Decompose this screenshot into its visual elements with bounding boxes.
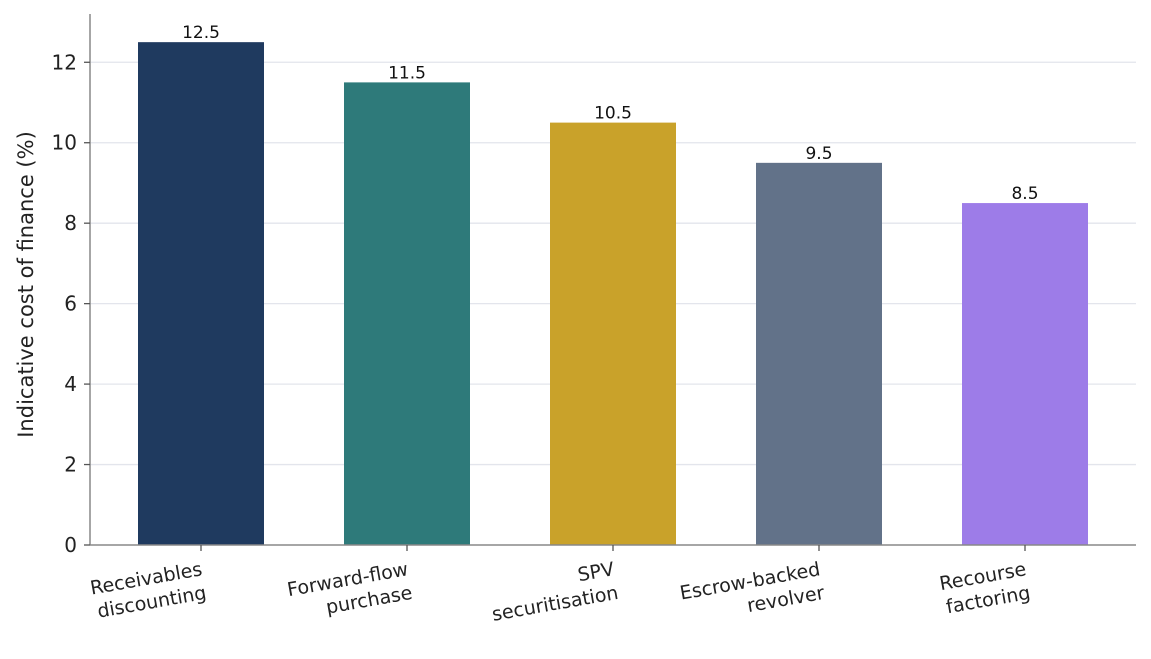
data-label: 12.5 bbox=[182, 23, 220, 43]
y-tick-label: 6 bbox=[64, 292, 77, 316]
y-tick-label: 0 bbox=[64, 533, 77, 557]
data-label: 9.5 bbox=[805, 144, 832, 164]
data-label: 11.5 bbox=[388, 63, 426, 83]
data-label: 10.5 bbox=[594, 104, 632, 124]
y-axis-title: Indicative cost of finance (%) bbox=[14, 131, 38, 438]
bars bbox=[138, 42, 1088, 546]
bar bbox=[344, 82, 470, 546]
y-tick-label: 8 bbox=[64, 211, 77, 235]
bar bbox=[550, 122, 676, 545]
y-tick-label: 4 bbox=[64, 372, 77, 396]
bar bbox=[962, 203, 1088, 545]
bar bbox=[756, 162, 882, 545]
data-label: 8.5 bbox=[1011, 184, 1038, 204]
data-labels: 12.5 11.5 10.5 9.5 8.5 bbox=[182, 23, 1038, 204]
y-tick-label: 2 bbox=[64, 453, 77, 477]
y-tick-label: 12 bbox=[52, 50, 77, 74]
y-tick-label: 10 bbox=[52, 131, 77, 155]
y-ticks: 0 2 4 6 8 10 12 bbox=[52, 50, 90, 557]
bar bbox=[138, 42, 264, 546]
x-tick-label-line: securitisation bbox=[490, 582, 620, 626]
